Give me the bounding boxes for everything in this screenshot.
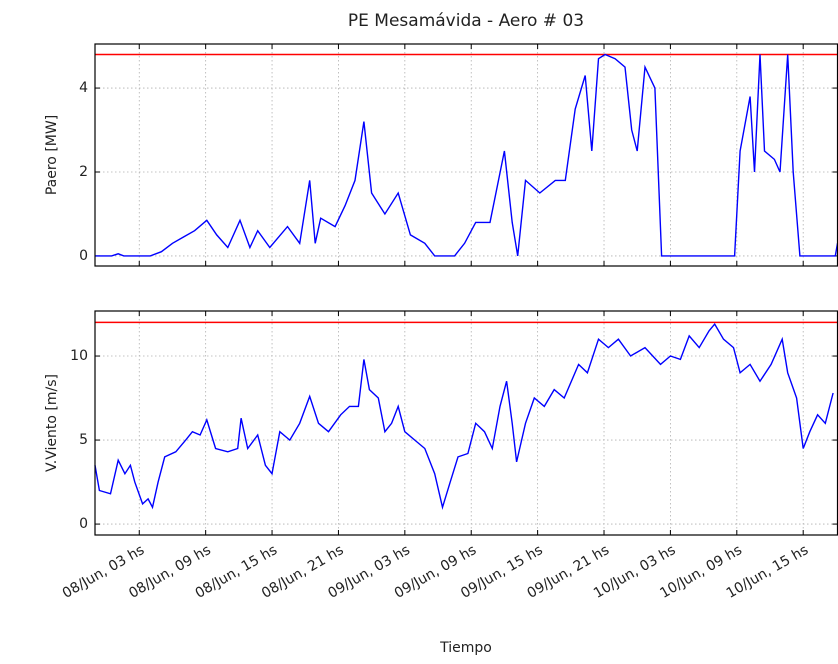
y-axis-label: V.Viento [m/s]: [44, 374, 60, 472]
chart-title: PE Mesamávida - Aero # 03: [348, 11, 584, 31]
data-line: [95, 53, 838, 257]
y-tick-label: 2: [79, 164, 88, 180]
data-line: [94, 322, 834, 510]
y-tick-label: 10: [70, 348, 88, 364]
x-axis-label: Tiempo: [439, 640, 492, 656]
y-tick-label: 4: [79, 80, 88, 96]
y-tick-label: 0: [79, 516, 88, 532]
y-tick-label: 5: [79, 432, 88, 448]
plot-frame: [94, 43, 838, 267]
y-axis-label: Paero [MW]: [44, 115, 60, 195]
y-tick-label: 0: [79, 248, 88, 264]
plot-frame: [94, 310, 838, 536]
